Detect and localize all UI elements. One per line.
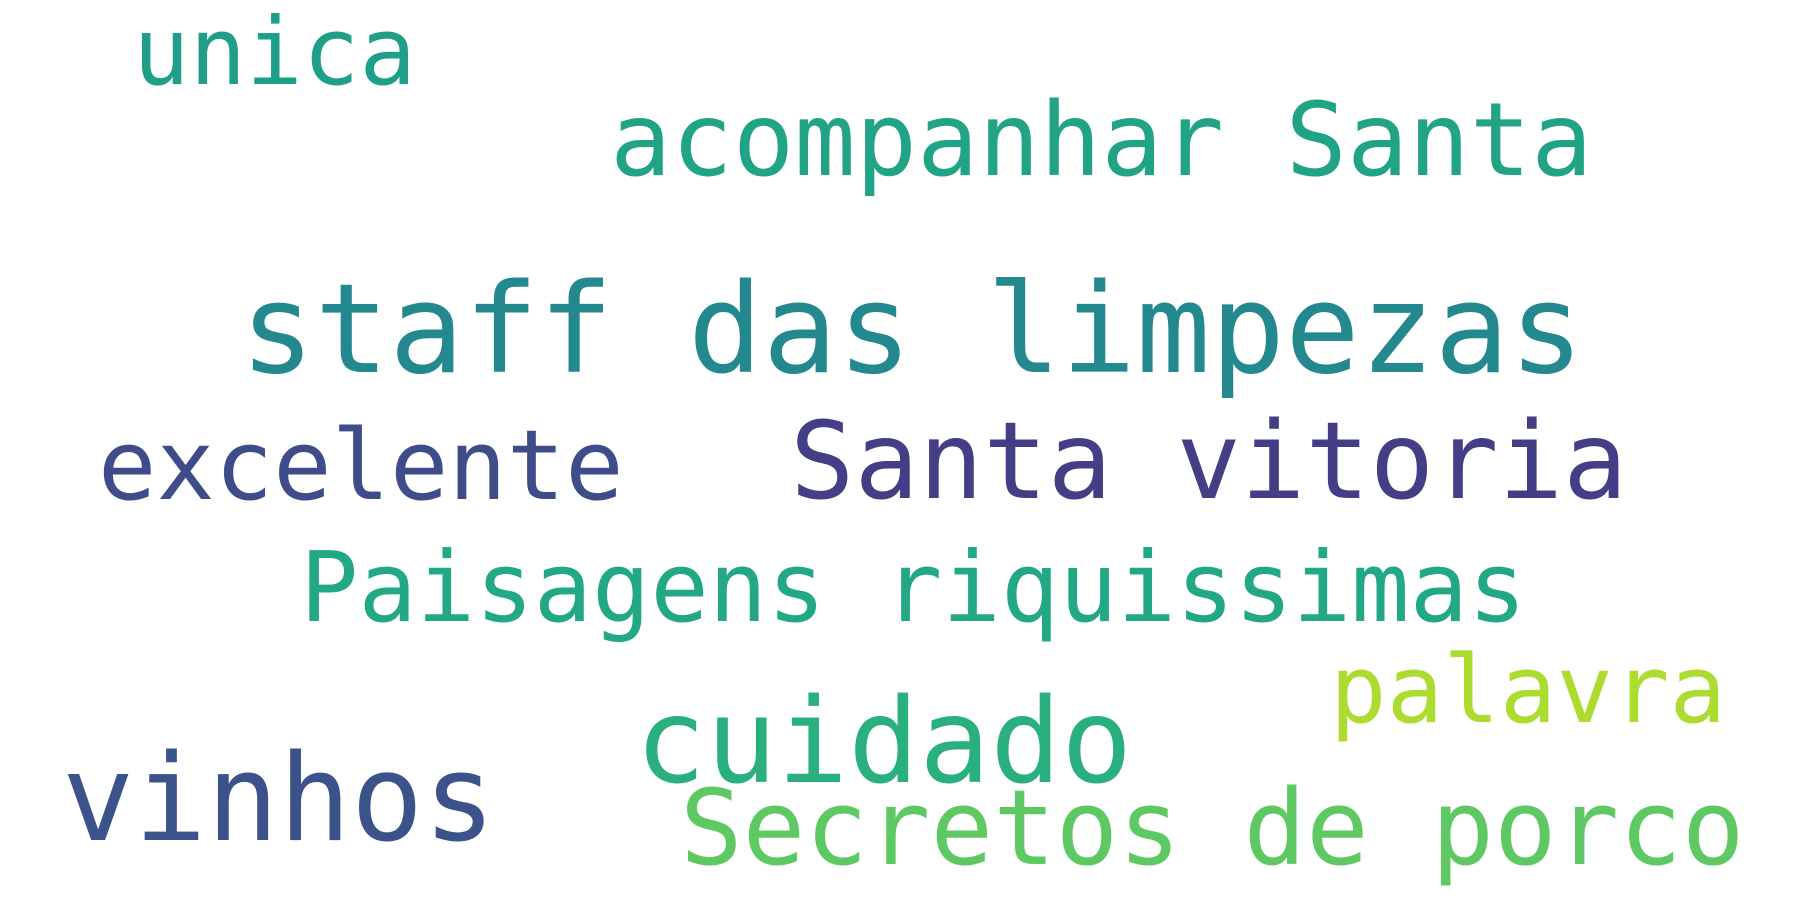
word-staff-das-limpezas: staff das limpezas xyxy=(240,258,1584,402)
word-secretos-de-porco: Secretos de porco xyxy=(680,767,1745,889)
word-cuidado: cuidado xyxy=(635,672,1133,810)
word-palavra: palavra xyxy=(1330,636,1727,745)
word-unica: unica xyxy=(133,0,416,107)
word-paisagens-riquissimas: Paisagens riquissimas xyxy=(300,531,1527,644)
word-vinhos: vinhos xyxy=(62,730,496,869)
word-acompanhar-santa: acompanhar Santa xyxy=(610,81,1593,200)
word-excelente: excelente xyxy=(98,409,624,522)
word-santa-vitoria: Santa vitoria xyxy=(790,400,1628,524)
